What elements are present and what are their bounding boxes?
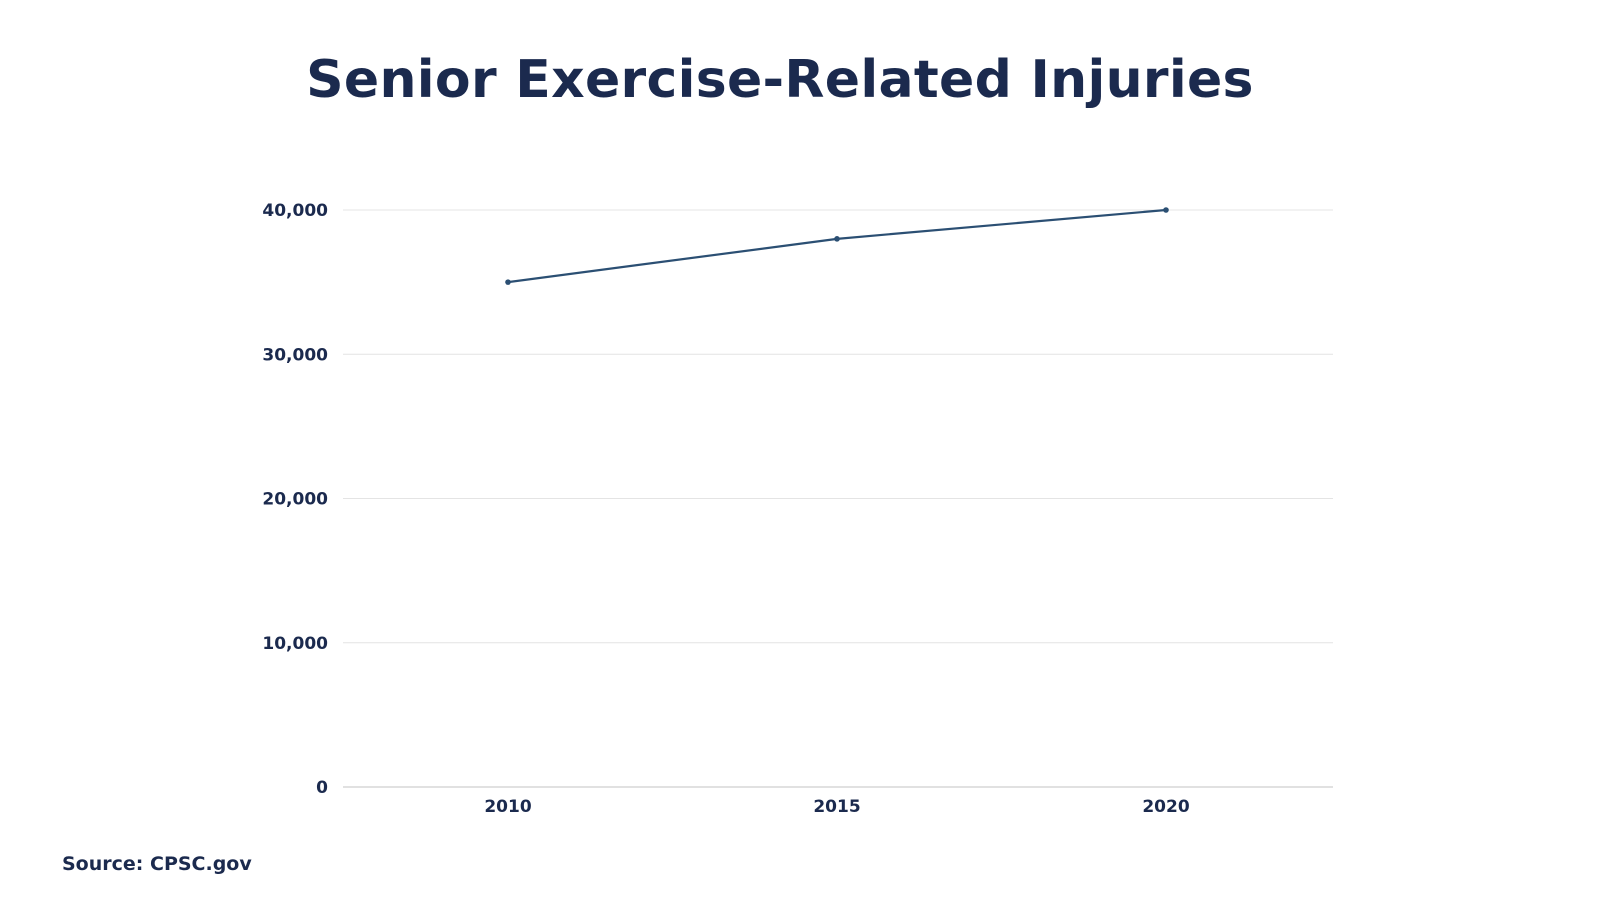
x-tick-label: 2020 [1142,797,1189,817]
chart-title: Senior Exercise-Related Injuries [306,50,1254,110]
source-note: Source: CPSC.gov [62,853,252,875]
y-tick-label: 20,000 [262,490,328,510]
y-tick-label: 40,000 [262,201,328,221]
series-line [507,208,1167,284]
x-tick-label: 2010 [484,797,531,817]
data-point [1163,207,1169,213]
data-point [505,279,511,285]
y-tick-label: 10,000 [262,634,328,654]
y-axis-ticks: 0 10,000 20,000 30,000 40,000 [262,201,328,798]
x-axis-ticks: 2010 2015 2020 [484,797,1189,817]
y-tick-label: 30,000 [262,345,328,365]
series-layer [505,207,1169,285]
y-tick-label: 0 [316,778,328,798]
gridlines [343,209,1333,788]
x-tick-label: 2015 [813,797,860,817]
data-point [834,236,840,242]
